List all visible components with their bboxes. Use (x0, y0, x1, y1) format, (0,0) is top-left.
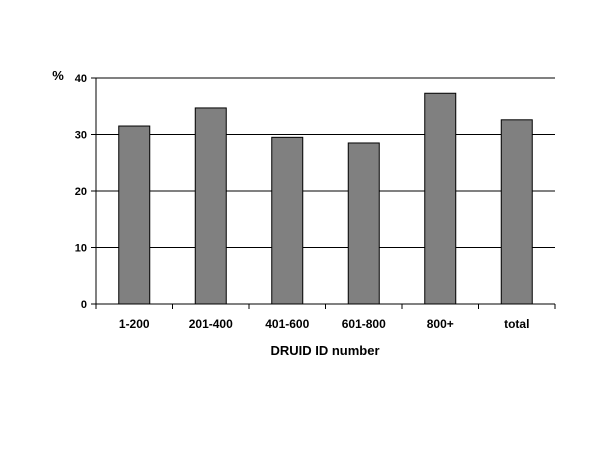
gridlines (91, 77, 556, 309)
y-tick-label: 30 (75, 130, 87, 142)
bar-201-400 (194, 107, 227, 305)
y-tick-labels: 0 10 20 30 40 (75, 73, 87, 311)
x-axis-label: DRUID ID number (270, 343, 379, 358)
y-tick-label: 10 (75, 243, 87, 255)
bar-total (500, 119, 533, 305)
x-tick-label: 201-400 (189, 317, 233, 331)
x-tick-label: 601-800 (342, 317, 386, 331)
x-tick-label: 1-200 (119, 317, 150, 331)
y-axis-label: % (52, 68, 64, 83)
bar-800+ (424, 92, 457, 305)
bar-401-600 (271, 136, 304, 305)
bar-601-800 (347, 142, 380, 305)
y-tick-label: 20 (75, 186, 87, 198)
y-tick-label: 40 (75, 73, 87, 85)
axes (95, 78, 555, 305)
bars (118, 92, 533, 305)
x-tick-label: 401-600 (265, 317, 309, 331)
bar-1-200 (118, 125, 151, 305)
y-tick-label: 0 (81, 299, 87, 311)
x-tick-labels: 1-200 201-400 401-600 601-800 800+ total (119, 317, 530, 331)
x-tick-label: total (504, 317, 529, 331)
x-tick-label: 800+ (427, 317, 454, 331)
